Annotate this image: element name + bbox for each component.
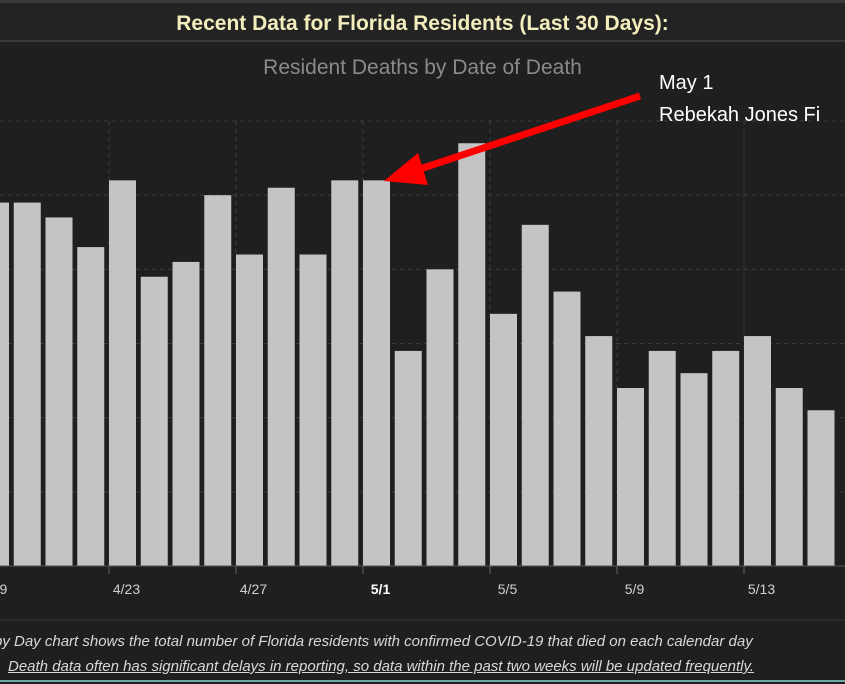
bar-4/22 — [77, 247, 105, 567]
bar-5/4 — [458, 143, 486, 566]
bar-4/30 — [331, 180, 359, 567]
bar-4/26 — [204, 195, 232, 566]
bar-4/21 — [45, 217, 73, 566]
chart-title: Resident Deaths by Date of Death — [263, 56, 582, 79]
annotation-text: Rebekah Jones Fi — [659, 104, 821, 126]
x-tick-label: 5/13 — [748, 581, 775, 597]
x-tick-label: 4/23 — [113, 581, 140, 597]
bar-4/25 — [172, 261, 200, 566]
bar-4/19 — [0, 202, 9, 567]
bottom-divider — [0, 680, 845, 682]
bar-5/12 — [712, 350, 740, 566]
bar-5/11 — [680, 373, 708, 566]
bar-5/10 — [648, 350, 676, 566]
x-tick-label: 19 — [0, 581, 7, 597]
x-tick-label: 5/1 — [371, 581, 391, 597]
bar-5/1 — [363, 180, 390, 567]
bar-4/29 — [299, 254, 327, 566]
bar-5/9 — [617, 388, 644, 566]
header-title: Recent Data for Florida Residents (Last … — [176, 12, 669, 35]
x-tick-label: 5/9 — [625, 581, 645, 597]
header-bar: Recent Data for Florida Residents (Last … — [0, 0, 845, 42]
annotation-date: May 1 — [659, 72, 714, 94]
bar-5/6 — [521, 224, 549, 567]
bar-5/14 — [775, 388, 803, 566]
bar-4/27 — [236, 254, 263, 566]
bar-5/2 — [394, 350, 422, 566]
x-tick-label: 4/27 — [240, 581, 267, 597]
bar-5/3 — [426, 269, 454, 566]
x-tick-label: 5/5 — [498, 581, 518, 597]
bar-5/13 — [744, 336, 771, 566]
bar-5/5 — [490, 313, 517, 566]
bar-4/28 — [267, 187, 295, 566]
bar-5/7 — [553, 291, 581, 566]
footer-note-1: by Day chart shows the total number of F… — [0, 633, 753, 650]
bar-5/8 — [585, 336, 613, 566]
bar-4/20 — [13, 202, 41, 567]
annotation-arrow-head — [384, 153, 428, 185]
bar-5/15 — [807, 410, 835, 566]
footer-note-2: Death data often has significant delays … — [8, 658, 755, 675]
bar-4/23 — [109, 180, 136, 567]
bar-4/24 — [140, 276, 168, 566]
annotation-arrow-shaft — [403, 92, 642, 178]
